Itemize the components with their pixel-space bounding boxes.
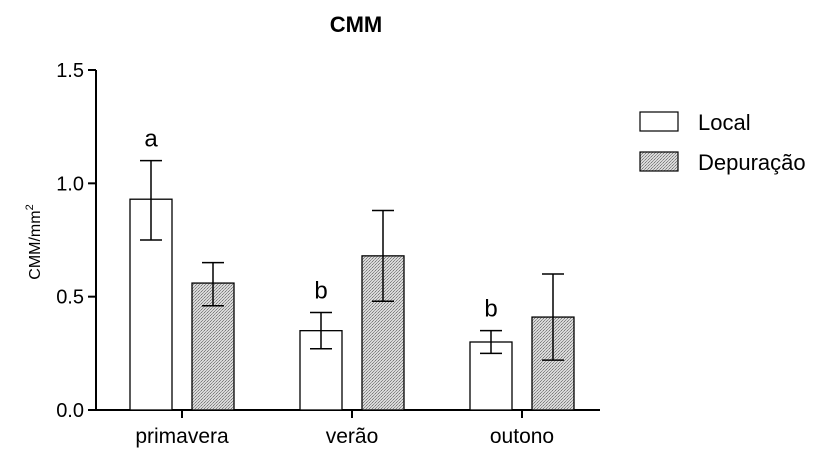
y-axis-label: CMM/mm2	[24, 204, 44, 279]
legend: Local Depuração	[639, 110, 806, 175]
annotations-group: a b b	[144, 126, 497, 323]
y-axis-label-sup: 2	[24, 204, 36, 210]
y-tick-label: 0.5	[56, 287, 84, 309]
chart-title: CMM	[330, 12, 383, 37]
bars-group	[129, 159, 575, 411]
significance-label: b	[314, 278, 327, 305]
x-tick-label: verão	[326, 425, 379, 448]
y-axis: 0.0 0.5 1.0 1.5	[56, 60, 97, 422]
y-axis-label-main: CMM/mm	[27, 210, 44, 279]
y-tick-label: 1.5	[56, 60, 84, 82]
legend-label-local: Local	[698, 110, 751, 135]
legend-swatch-depuracao	[639, 151, 679, 172]
significance-label: b	[484, 296, 497, 323]
significance-label: a	[144, 126, 158, 153]
x-tick-label: primavera	[135, 425, 229, 448]
x-tick-label: outono	[490, 425, 554, 448]
x-axis: primavera verão outono	[96, 409, 600, 448]
legend-label-depuracao: Depuração	[698, 150, 806, 175]
legend-swatch-local	[639, 111, 679, 132]
y-tick-label: 0.0	[56, 400, 84, 422]
y-tick-label: 1.0	[56, 173, 84, 195]
